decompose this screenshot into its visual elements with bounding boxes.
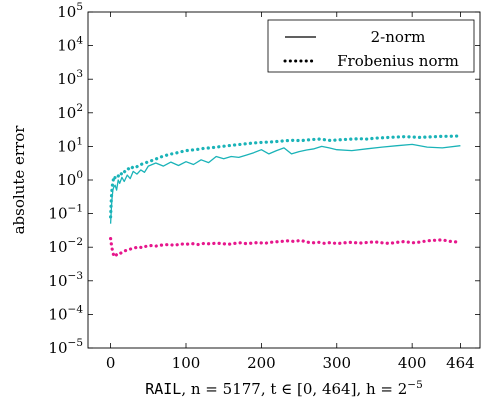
y-tick-label: 10−3 <box>48 270 83 290</box>
y-tick-label: 10−5 <box>48 337 83 357</box>
series-dotted-1 <box>108 134 462 219</box>
x-tick-label: 464 <box>446 354 475 372</box>
x-tick-label: 400 <box>398 354 427 372</box>
x-axis-title: RAIL, n = 5177, t ∈ [0, 464], h = 2−5 <box>145 379 423 398</box>
y-tick-label: 10−2 <box>48 236 83 256</box>
x-tick-label: 300 <box>322 354 351 372</box>
y-tick-label: 100 <box>57 169 83 189</box>
y-tick-label: 101 <box>57 135 83 155</box>
x-axis-title-h: h = 2 <box>366 380 407 398</box>
tick-labels: 0 100 200 300 400 464 10−5 10−4 10−3 10−2 10−1 100 1… <box>48 1 474 372</box>
y-tick-label: 10−4 <box>48 303 83 323</box>
x-axis-title-h-exponent: −5 <box>407 379 422 391</box>
legend: 2-norm Frobenius norm <box>267 19 475 73</box>
y-tick-label: 105 <box>57 1 83 21</box>
y-tick-label: 10−1 <box>48 203 83 223</box>
x-axis-title-dataset: RAIL <box>145 380 181 398</box>
x-axis-title-n: , n = 5177, <box>181 380 270 398</box>
x-tick-label: 0 <box>106 354 116 372</box>
series-dotted-2 <box>108 237 462 260</box>
x-axis-title-t: t ∈ [0, 464], <box>270 380 366 398</box>
legend-entry-frobenius-norm: Frobenius norm <box>337 52 459 70</box>
series-solid-0 <box>109 143 461 224</box>
legend-entry-2-norm: 2-norm <box>371 28 426 46</box>
y-tick-label: 104 <box>57 35 83 55</box>
plot-series <box>108 134 462 260</box>
legend-box <box>267 19 475 73</box>
y-tick-label: 103 <box>57 68 83 88</box>
x-tick-label: 100 <box>172 354 201 372</box>
axis-ticks <box>88 11 480 349</box>
y-axis-title: absolute error <box>10 125 28 235</box>
x-tick-label: 200 <box>247 354 276 372</box>
y-tick-label: 102 <box>57 102 83 122</box>
